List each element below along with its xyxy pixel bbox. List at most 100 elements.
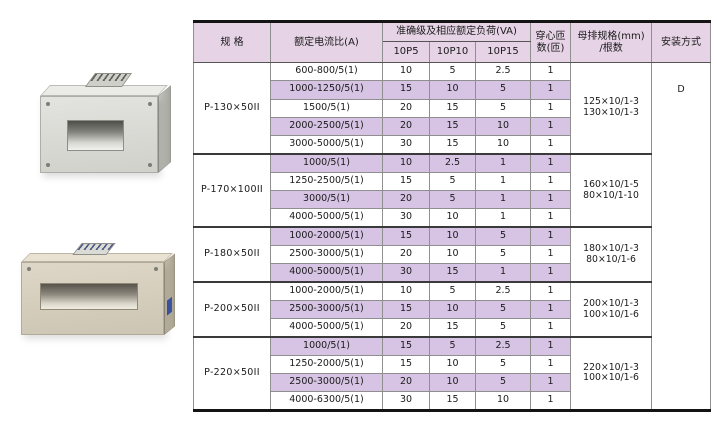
- p5-cell: 20: [382, 318, 430, 338]
- turns-cell: 1: [530, 244, 572, 265]
- ratio-cell: 4000-5000/5(1): [270, 263, 383, 283]
- header-10p15: 10P15: [474, 41, 532, 63]
- p10-cell: 2.5: [429, 152, 476, 173]
- p5-cell: 20: [382, 190, 430, 210]
- p10-cell: 5: [429, 335, 476, 356]
- table-row: P-170×100II 1000/5(1) 10 2.5 1 1 160×10/…: [193, 152, 711, 228]
- install-cell: D: [651, 62, 712, 411]
- spec-table-container: 规 格 额定电流比(A) 准确级及相应额定负荷(VA) 穿心匝 数(匝) 母排规…: [193, 20, 712, 412]
- p10-cell: 15: [429, 116, 476, 137]
- p5-cell: 30: [382, 135, 430, 155]
- p5-cell: 15: [382, 354, 430, 375]
- p5-cell: 30: [382, 263, 430, 283]
- p5-cell: 15: [382, 335, 430, 356]
- spec-table: 规 格 额定电流比(A) 准确级及相应额定负荷(VA) 穿心匝 数(匝) 母排规…: [193, 20, 712, 412]
- p15-cell: 1: [474, 171, 532, 192]
- spec-cell: P-130×50II: [193, 61, 271, 155]
- turns-cell: 1: [530, 391, 572, 411]
- table-row: 4000-5000/5(1) 30 15 1 1: [194, 263, 711, 283]
- p15-cell: 5: [474, 373, 532, 393]
- ct-front-face: [21, 262, 164, 335]
- turns-cell: 1: [530, 318, 572, 338]
- turns-cell: 1: [530, 80, 572, 100]
- p5-cell: 20: [382, 244, 430, 265]
- ct-busbar-window: [40, 283, 138, 310]
- p10-cell: 10: [429, 244, 476, 265]
- table-row: 2500-3000/5(1) 15 10 5 1: [194, 299, 711, 320]
- ct-busbar-window: [67, 120, 124, 151]
- busbar-cell: 200×10/1-3 100×10/1-6: [570, 281, 653, 338]
- ratio-cell: 2000-2500/5(1): [270, 116, 383, 137]
- spec-cell: P-170×100II: [193, 152, 271, 228]
- table-row: P-130×50II 600-800/5(1) 10 5 2.5 1 125×1…: [193, 61, 712, 411]
- ratio-cell: 4000-5000/5(1): [270, 208, 383, 228]
- p15-cell: 5: [474, 226, 532, 246]
- ct-blue-label: [167, 296, 172, 316]
- turns-cell: 1: [530, 281, 572, 301]
- turns-cell: 1: [530, 152, 572, 173]
- p15-cell: 2.5: [474, 335, 532, 356]
- p10-cell: 15: [429, 98, 476, 118]
- p10-cell: 5: [429, 171, 476, 192]
- p10-cell: 5: [429, 61, 476, 82]
- p10-cell: 10: [429, 354, 476, 375]
- p10-cell: 10: [429, 373, 476, 393]
- table-row: 2000-2500/5(1) 20 15 10 1: [194, 116, 711, 137]
- p10-cell: 5: [429, 281, 476, 301]
- ratio-cell: 1250-2000/5(1): [270, 354, 383, 375]
- turns-cell: 1: [530, 61, 572, 82]
- p15-cell: 2.5: [474, 61, 532, 82]
- turns-cell: 1: [530, 190, 572, 210]
- p5-cell: 10: [382, 281, 430, 301]
- ct-side-face: [158, 85, 171, 173]
- header-turns: 穿心匝 数(匝): [530, 21, 572, 63]
- ratio-cell: 3000/5(1): [270, 190, 383, 210]
- header-spec: 规 格: [193, 21, 271, 63]
- table-row: 4000-6300/5(1) 30 15 10 1: [194, 391, 711, 411]
- ratio-cell: 3000-5000/5(1): [270, 135, 383, 155]
- p15-cell: 1: [474, 190, 532, 210]
- turns-cell: 1: [530, 135, 572, 155]
- table-row: 1250-2500/5(1) 15 5 1 1: [194, 171, 711, 192]
- p5-cell: 15: [382, 171, 430, 192]
- screw-icon: [148, 102, 152, 106]
- product-photo-ct-wide: [13, 221, 193, 349]
- table-row: 2500-3000/5(1) 20 10 5 1: [194, 373, 711, 393]
- turns-cell: 1: [530, 171, 572, 192]
- header-install: 安装方式: [651, 21, 712, 63]
- ratio-cell: 1000/5(1): [270, 335, 383, 356]
- table-row: P-200×50II 1000-2000/5(1) 10 5 2.5 1 200…: [193, 281, 711, 338]
- turns-cell: 1: [530, 116, 572, 137]
- table-row: 3000-5000/5(1) 30 15 10 1: [194, 135, 711, 155]
- ct-front-face: [40, 96, 158, 173]
- p15-cell: 5: [474, 354, 532, 375]
- turns-cell: 1: [530, 226, 572, 246]
- p15-cell: 1: [474, 263, 532, 283]
- p5-cell: 15: [382, 80, 430, 100]
- busbar-cell: 160×10/1-5 80×10/1-10: [570, 152, 653, 228]
- turns-cell: 1: [530, 354, 572, 375]
- spec-cell: P-180×50II: [193, 226, 271, 283]
- busbar-cell: 180×10/1-3 80×10/1-6: [570, 226, 653, 283]
- p5-cell: 30: [382, 391, 430, 411]
- turns-cell: 1: [530, 263, 572, 283]
- ratio-cell: 2500-3000/5(1): [270, 244, 383, 265]
- p10-cell: 15: [429, 318, 476, 338]
- screw-icon: [154, 267, 158, 271]
- ratio-cell: 1250-2500/5(1): [270, 171, 383, 192]
- p10-cell: 15: [429, 391, 476, 411]
- ct-side-face: [164, 253, 175, 335]
- turns-cell: 1: [530, 98, 572, 118]
- p15-cell: 5: [474, 318, 532, 338]
- turns-cell: 1: [530, 299, 572, 320]
- p10-cell: 15: [429, 263, 476, 283]
- ratio-cell: 4000-6300/5(1): [270, 391, 383, 411]
- p5-cell: 15: [382, 299, 430, 320]
- ratio-cell: 1000-2000/5(1): [270, 281, 383, 301]
- screw-icon: [46, 163, 50, 167]
- screw-icon: [46, 102, 50, 106]
- p10-cell: 10: [429, 208, 476, 228]
- header-ratio: 额定电流比(A): [270, 21, 383, 63]
- ratio-cell: 1000-1250/5(1): [270, 80, 383, 100]
